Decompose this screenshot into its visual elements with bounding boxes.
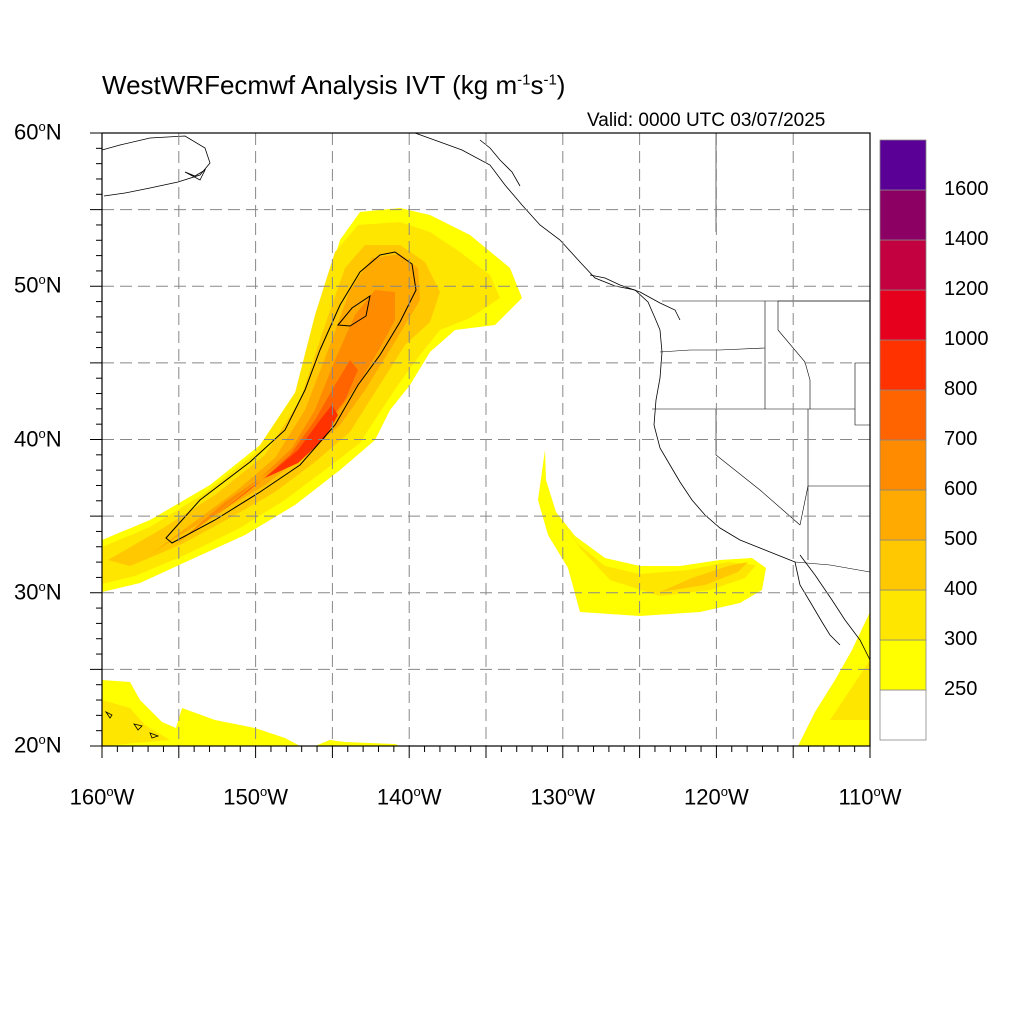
lat-label-number: 30 xyxy=(14,579,39,605)
colorbar-label: 1600 xyxy=(944,178,989,200)
colorbar-swatch xyxy=(879,239,927,291)
degree-symbol: o xyxy=(38,578,46,594)
lon-label: 140oW xyxy=(377,784,442,810)
degree-symbol: o xyxy=(259,784,268,799)
lon-label-number: 160 xyxy=(69,784,107,810)
coastline-mexico xyxy=(799,554,870,661)
lon-label-hemisphere: W xyxy=(880,784,902,810)
degree-symbol: o xyxy=(38,119,46,134)
coastline-gulf-of-alaska xyxy=(414,133,661,331)
ivt-corner-mid-250 xyxy=(315,740,400,746)
lon-label-hemisphere: W xyxy=(420,784,442,810)
ivt-river-south-400 xyxy=(660,562,748,592)
lat-label: 50oN xyxy=(14,272,62,298)
colorbar-swatch xyxy=(879,589,927,641)
colorbar-swatch xyxy=(879,539,927,591)
lon-label: 110oW xyxy=(838,784,901,810)
lon-label-hemisphere: W xyxy=(267,784,288,810)
border-idaho xyxy=(764,301,811,409)
lat-label-hemisphere: N xyxy=(45,425,62,451)
contour-line-inner xyxy=(337,294,371,327)
colorbar-label: 400 xyxy=(944,578,978,600)
ivt-contour xyxy=(165,251,417,544)
contour-line-main xyxy=(165,251,417,544)
colorbar-label: 600 xyxy=(944,478,978,500)
degree-symbol: o xyxy=(38,425,46,441)
colorbar-swatch xyxy=(879,389,927,441)
lat-label: 60oN xyxy=(14,119,62,145)
ticks xyxy=(90,132,871,758)
lon-label-hemisphere: W xyxy=(574,784,596,810)
lon-label-hemisphere: W xyxy=(113,784,135,810)
valid-time-label: Valid: 0000 UTC 03/07/2025 xyxy=(587,110,826,131)
lat-label: 40oN xyxy=(14,426,62,452)
degree-symbol: o xyxy=(567,784,575,799)
lat-label-hemisphere: N xyxy=(45,119,62,145)
lat-label-number: 20 xyxy=(14,732,39,758)
lon-label-number: 110 xyxy=(838,784,874,810)
colorbar-swatch xyxy=(879,439,927,491)
lat-label-number: 40 xyxy=(14,425,39,451)
coastlines xyxy=(102,133,870,739)
colorbar-label: 500 xyxy=(944,528,978,550)
colorbar-label: 300 xyxy=(944,628,978,650)
colorbar-swatch xyxy=(879,289,927,341)
degree-symbol: o xyxy=(720,784,728,799)
ivt-corner-east-300 xyxy=(830,660,870,720)
coastline-baja xyxy=(794,561,841,646)
lat-label: 20oN xyxy=(14,732,62,758)
degree-symbol: o xyxy=(413,784,421,799)
coastline-alaska xyxy=(102,135,211,197)
lon-label: 160oW xyxy=(70,784,135,810)
colorbar-label: 250 xyxy=(944,678,978,700)
colorbar-swatch xyxy=(879,339,927,391)
lon-label-number: 120 xyxy=(684,784,721,810)
colorbar-swatch xyxy=(879,139,927,191)
lat-label: 30oN xyxy=(14,579,62,605)
colorbar-label: 1000 xyxy=(944,328,989,350)
lon-label: 150oW xyxy=(223,784,288,810)
lon-label: 130oW xyxy=(530,784,595,810)
ivt-river-main-700 xyxy=(210,360,358,520)
map-title: WestWRFecmwf Analysis IVT (kg m-1s-1) xyxy=(102,70,566,100)
colorbar-swatch xyxy=(879,489,927,541)
coastline-west-us xyxy=(653,329,796,563)
lon-label-number: 130 xyxy=(530,784,568,810)
lat-label-hemisphere: N xyxy=(45,272,62,298)
gridlines xyxy=(102,133,870,746)
coastline-vancouver xyxy=(589,274,681,321)
degree-symbol: o xyxy=(873,784,881,799)
lon-label-hemisphere: W xyxy=(727,784,749,810)
lat-label-hemisphere: N xyxy=(45,732,62,758)
degree-symbol: o xyxy=(106,784,114,799)
lon-label-number: 140 xyxy=(376,784,414,810)
degree-symbol: o xyxy=(38,732,46,747)
colorbar-swatch xyxy=(879,689,927,741)
border-us-mexico xyxy=(794,561,870,573)
degree-symbol: o xyxy=(38,272,46,288)
colorbar-label: 1400 xyxy=(944,228,989,250)
lat-label-hemisphere: N xyxy=(45,579,62,605)
coastline-hawaii xyxy=(104,710,160,739)
colorbar-swatch xyxy=(879,189,927,241)
colorbar-label: 800 xyxy=(944,378,978,400)
ivt-river-main-800 xyxy=(265,405,338,478)
ivt-shading xyxy=(102,208,870,746)
lon-label: 120oW xyxy=(684,784,749,810)
border-wa-or xyxy=(659,347,766,353)
colorbar xyxy=(879,139,927,741)
plot-frame xyxy=(101,132,871,747)
colorbar-label: 1200 xyxy=(944,278,989,300)
lat-label-number: 60 xyxy=(14,119,39,145)
lat-label-number: 50 xyxy=(14,272,39,298)
colorbar-swatch xyxy=(879,639,927,691)
colorbar-label: 700 xyxy=(944,428,978,450)
lon-label-number: 150 xyxy=(223,784,260,810)
ivt-river-main-600 xyxy=(175,290,395,545)
coastline-islands xyxy=(184,139,521,187)
